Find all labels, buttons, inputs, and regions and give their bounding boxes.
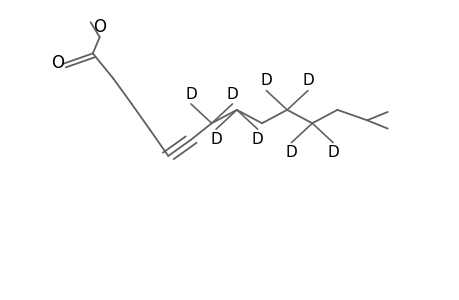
Text: O: O [93, 18, 106, 36]
Text: D: D [260, 73, 272, 88]
Text: O: O [51, 54, 64, 72]
Text: D: D [326, 145, 338, 160]
Text: D: D [185, 87, 196, 102]
Text: D: D [251, 132, 263, 147]
Text: D: D [302, 73, 313, 88]
Text: D: D [226, 87, 238, 102]
Text: D: D [285, 145, 297, 160]
Text: D: D [210, 132, 221, 147]
